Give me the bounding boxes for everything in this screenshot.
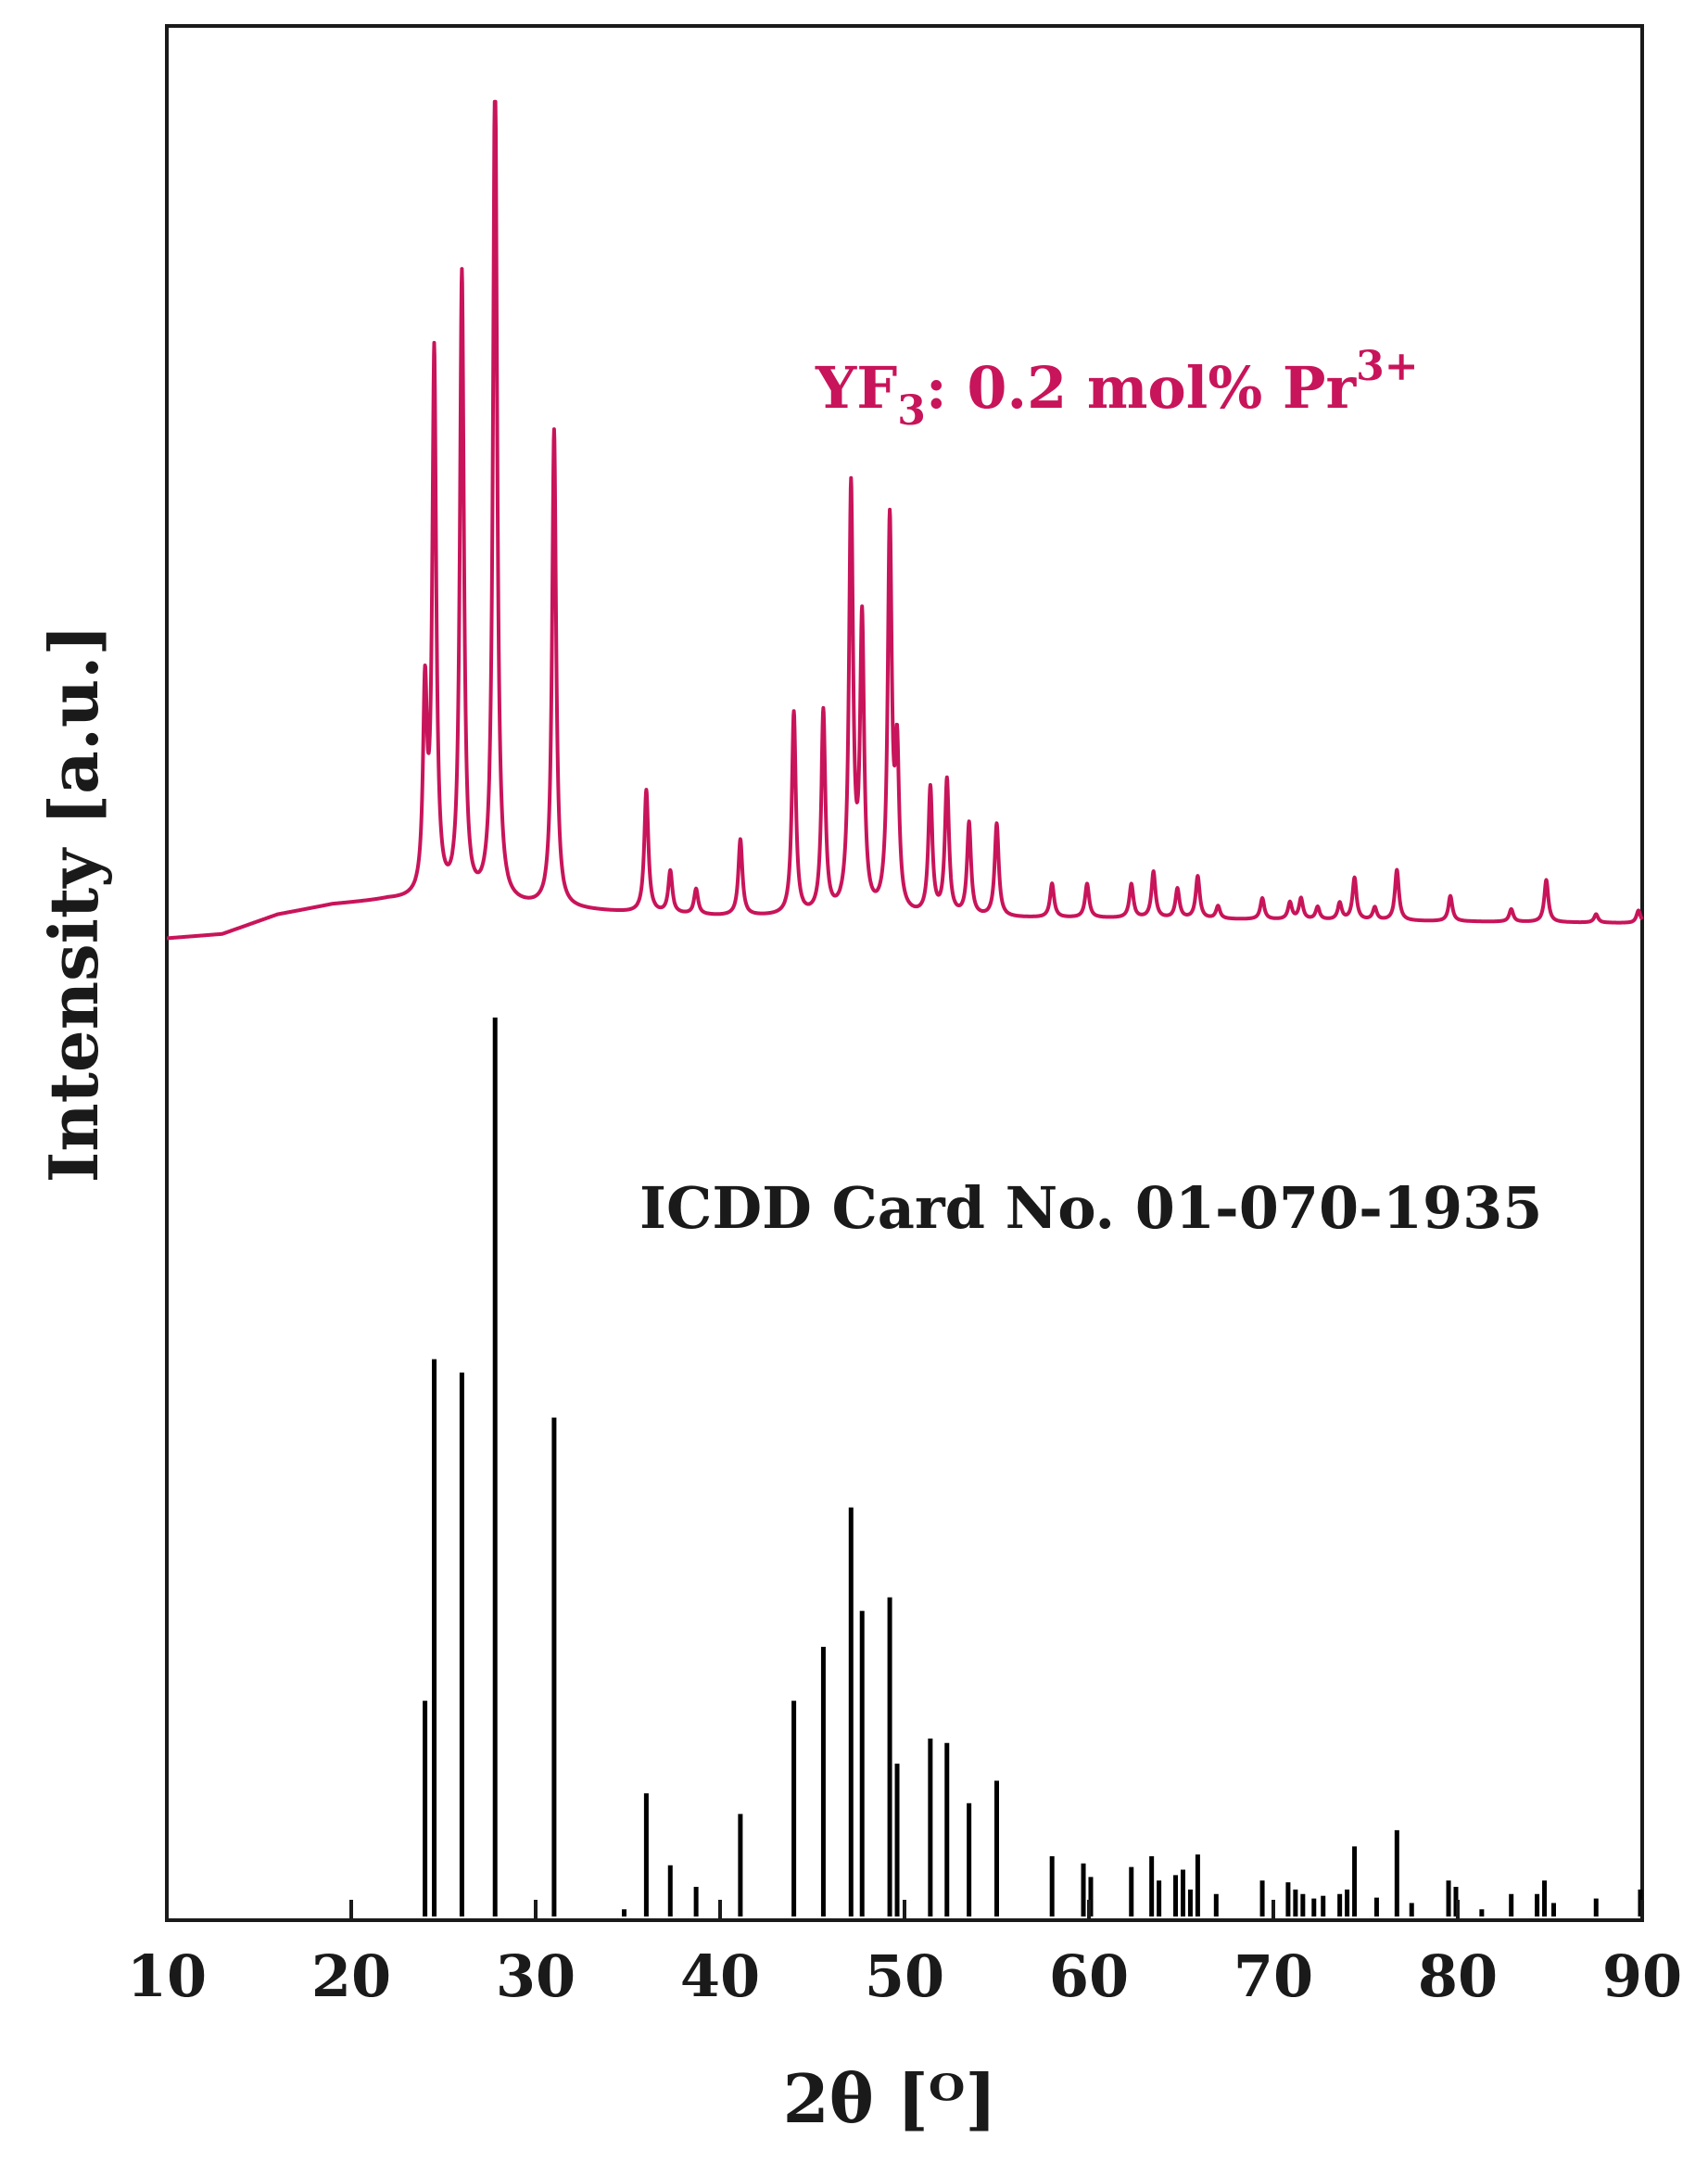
plot-border — [165, 24, 1644, 1922]
reference-stick-layer — [423, 1018, 1643, 1916]
x-tick-label: 50 — [865, 1942, 944, 2010]
x-tick-label: 20 — [311, 1942, 391, 2010]
plot-frame — [165, 24, 1644, 1922]
x-axis-ticks: 10 20 30 40 50 60 70 80 90 — [127, 1900, 1682, 2010]
reference-series-label: ICDD Card No. 01-070-1935 — [639, 1174, 1542, 1242]
measured-pattern-line — [165, 99, 1644, 941]
measured-series-label: YF3: 0.2 mol% Pr3+ — [815, 343, 1419, 435]
x-tick-label: 80 — [1418, 1942, 1498, 2010]
x-tick-label: 40 — [680, 1942, 760, 2010]
y-axis-title: Intensity [a.u.] — [34, 625, 113, 1183]
x-tick-label: 90 — [1602, 1942, 1682, 2010]
x-axis-title: 2θ [ᴼ] — [783, 2059, 997, 2138]
x-tick-label: 30 — [496, 1942, 576, 2010]
x-tick-label: 10 — [127, 1942, 207, 2010]
x-tick-label: 60 — [1049, 1942, 1129, 2010]
x-tick-label: 70 — [1234, 1942, 1313, 2010]
measured-pattern-layer — [165, 99, 1644, 941]
